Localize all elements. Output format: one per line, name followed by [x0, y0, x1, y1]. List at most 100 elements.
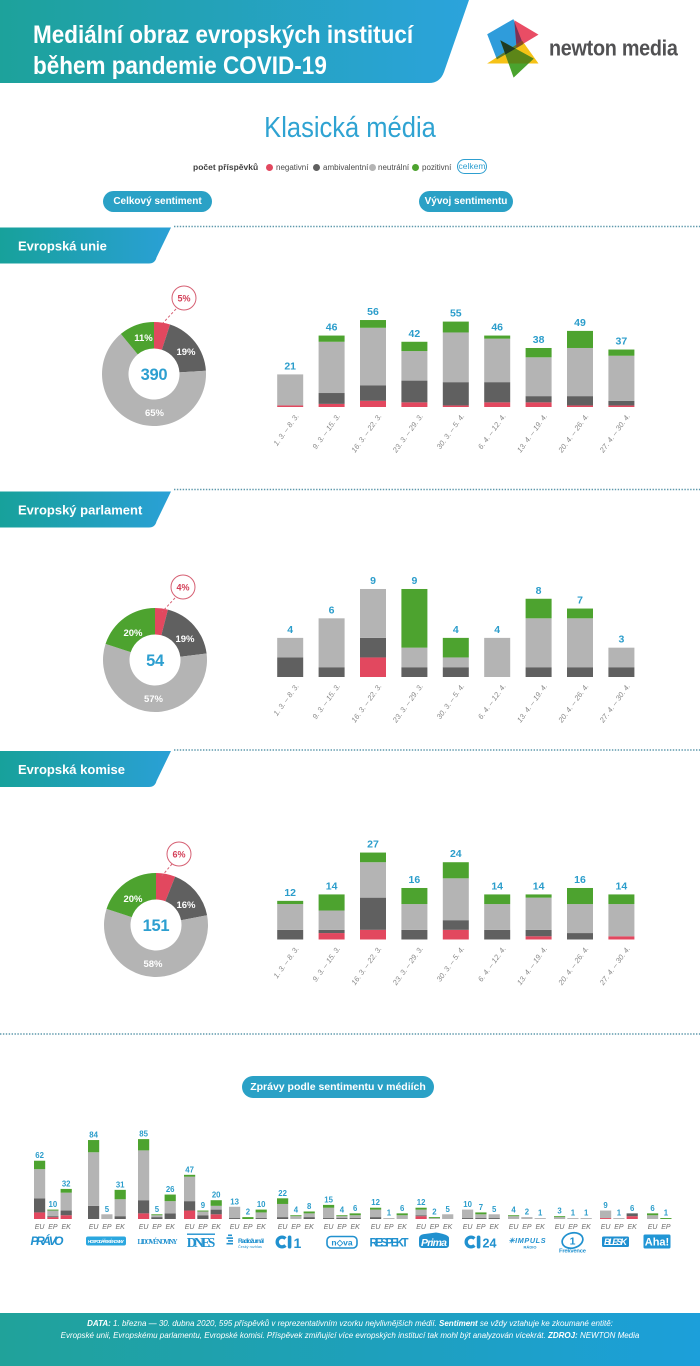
svg-text:32: 32	[62, 1179, 71, 1188]
svg-text:30. 3. – 5. 4.: 30. 3. – 5. 4.	[435, 412, 467, 451]
svg-text:16%: 16%	[176, 900, 196, 911]
svg-text:Radiožurnál: Radiožurnál	[238, 1238, 264, 1245]
svg-text:1: 1	[294, 1235, 302, 1251]
svg-text:EU: EU	[648, 1224, 659, 1231]
svg-text:55: 55	[450, 308, 462, 320]
svg-text:22: 22	[278, 1189, 287, 1198]
svg-text:Český rozhlas: Český rozhlas	[238, 1244, 262, 1249]
svg-text:EU: EU	[230, 1224, 241, 1231]
svg-text:EK: EK	[62, 1224, 72, 1231]
svg-text:49: 49	[574, 317, 586, 329]
svg-text:EU: EU	[35, 1224, 46, 1231]
svg-text:Evropská unie: Evropská unie	[18, 239, 107, 254]
svg-text:16. 3. – 22. 3.: 16. 3. – 22. 3.	[349, 682, 383, 724]
svg-text:RESPEKT: RESPEKT	[370, 1238, 409, 1250]
svg-text:EU: EU	[89, 1224, 100, 1231]
svg-text:16. 3. – 22. 3.: 16. 3. – 22. 3.	[349, 944, 383, 986]
svg-text:13. 4. – 19. 4.: 13. 4. – 19. 4.	[515, 682, 549, 724]
svg-text:Evropský parlament: Evropský parlament	[18, 503, 143, 518]
svg-text:Prima: Prima	[421, 1237, 447, 1249]
svg-text:4: 4	[511, 1206, 516, 1215]
svg-text:30. 3. – 5. 4.: 30. 3. – 5. 4.	[435, 944, 467, 983]
svg-text:8: 8	[536, 585, 542, 597]
svg-text:46: 46	[326, 322, 338, 334]
svg-text:RÁDIO: RÁDIO	[524, 1245, 537, 1250]
svg-text:5%: 5%	[177, 294, 190, 304]
svg-text:58%: 58%	[143, 959, 163, 970]
svg-text:14: 14	[616, 880, 628, 892]
svg-text:10: 10	[49, 1200, 58, 1209]
svg-text:EU: EU	[601, 1224, 612, 1231]
svg-text:16: 16	[409, 874, 421, 886]
svg-text:6: 6	[630, 1204, 635, 1213]
svg-text:57%: 57%	[144, 694, 164, 705]
svg-text:20: 20	[212, 1191, 221, 1200]
svg-text:4%: 4%	[176, 583, 189, 593]
svg-text:20. 4. – 26. 4.: 20. 4. – 26. 4.	[556, 944, 591, 987]
svg-text:19%: 19%	[175, 634, 195, 645]
svg-text:1. 3. – 8. 3.: 1. 3. – 8. 3.	[271, 682, 300, 718]
svg-text:9: 9	[603, 1201, 608, 1210]
svg-text:13: 13	[230, 1197, 239, 1206]
svg-text:2: 2	[432, 1208, 437, 1217]
svg-text:EP: EP	[337, 1224, 347, 1231]
svg-text:EK: EK	[166, 1224, 176, 1231]
svg-text:14: 14	[326, 880, 338, 892]
svg-text:EP: EP	[198, 1224, 208, 1231]
svg-text:EU: EU	[278, 1224, 289, 1231]
svg-text:6: 6	[353, 1204, 358, 1213]
svg-text:27. 4. – 30. 4.: 27. 4. – 30. 4.	[597, 944, 632, 987]
svg-text:EK: EK	[582, 1224, 592, 1231]
svg-text:38: 38	[533, 334, 545, 346]
svg-text:20. 4. – 26. 4.: 20. 4. – 26. 4.	[556, 412, 591, 455]
svg-text:EU: EU	[371, 1224, 382, 1231]
svg-text:1: 1	[617, 1209, 622, 1218]
svg-text:EK: EK	[443, 1224, 453, 1231]
svg-text:✳IMPULS: ✳IMPULS	[509, 1236, 546, 1245]
svg-text:EP: EP	[243, 1224, 253, 1231]
svg-text:EK: EK	[536, 1224, 546, 1231]
svg-text:1: 1	[664, 1209, 669, 1218]
svg-text:1: 1	[387, 1209, 392, 1218]
svg-text:27: 27	[367, 839, 379, 851]
svg-text:EU: EU	[185, 1224, 196, 1231]
svg-text:2: 2	[525, 1208, 530, 1217]
svg-text:EK: EK	[305, 1224, 315, 1231]
svg-text:9: 9	[370, 575, 376, 587]
svg-text:EU: EU	[139, 1224, 150, 1231]
svg-text:9. 3. – 15. 3.: 9. 3. – 15. 3.	[310, 682, 342, 721]
svg-text:4: 4	[494, 624, 500, 636]
svg-text:6. 4. – 12. 4.: 6. 4. – 12. 4.	[476, 682, 508, 721]
svg-text:6: 6	[329, 604, 335, 616]
svg-text:65%: 65%	[145, 408, 165, 419]
svg-text:6. 4. – 12. 4.: 6. 4. – 12. 4.	[476, 412, 508, 451]
svg-text:13. 4. – 19. 4.: 13. 4. – 19. 4.	[515, 944, 549, 986]
svg-text:7: 7	[479, 1203, 483, 1212]
svg-text:16. 3. – 22. 3.: 16. 3. – 22. 3.	[349, 412, 383, 454]
svg-text:10: 10	[463, 1200, 472, 1209]
svg-text:3: 3	[557, 1207, 562, 1216]
svg-text:EK: EK	[490, 1224, 500, 1231]
svg-text:23. 3. – 29. 3.: 23. 3. – 29. 3.	[390, 944, 425, 987]
svg-text:5: 5	[155, 1205, 160, 1214]
svg-text:10: 10	[257, 1200, 266, 1209]
svg-text:12: 12	[371, 1198, 380, 1207]
svg-text:12: 12	[284, 887, 296, 899]
svg-text:EP: EP	[614, 1224, 624, 1231]
svg-text:30. 3. – 5. 4.: 30. 3. – 5. 4.	[435, 682, 467, 721]
svg-text:42: 42	[409, 328, 421, 340]
svg-text:EU: EU	[509, 1224, 520, 1231]
svg-text:1: 1	[584, 1209, 589, 1218]
svg-text:HOSPODÁŘSKÉ NOVINY: HOSPODÁŘSKÉ NOVINY	[88, 1239, 124, 1244]
svg-text:6: 6	[400, 1204, 405, 1213]
svg-text:11%: 11%	[134, 333, 153, 344]
svg-text:EP: EP	[476, 1224, 486, 1231]
svg-text:14: 14	[533, 880, 545, 892]
svg-text:151: 151	[143, 917, 170, 935]
svg-text:1: 1	[538, 1209, 543, 1218]
svg-text:EK: EK	[628, 1224, 638, 1231]
svg-text:newton media: newton media	[549, 37, 678, 61]
svg-text:4: 4	[287, 624, 293, 636]
svg-text:EK: EK	[257, 1224, 267, 1231]
svg-text:26: 26	[166, 1185, 175, 1194]
